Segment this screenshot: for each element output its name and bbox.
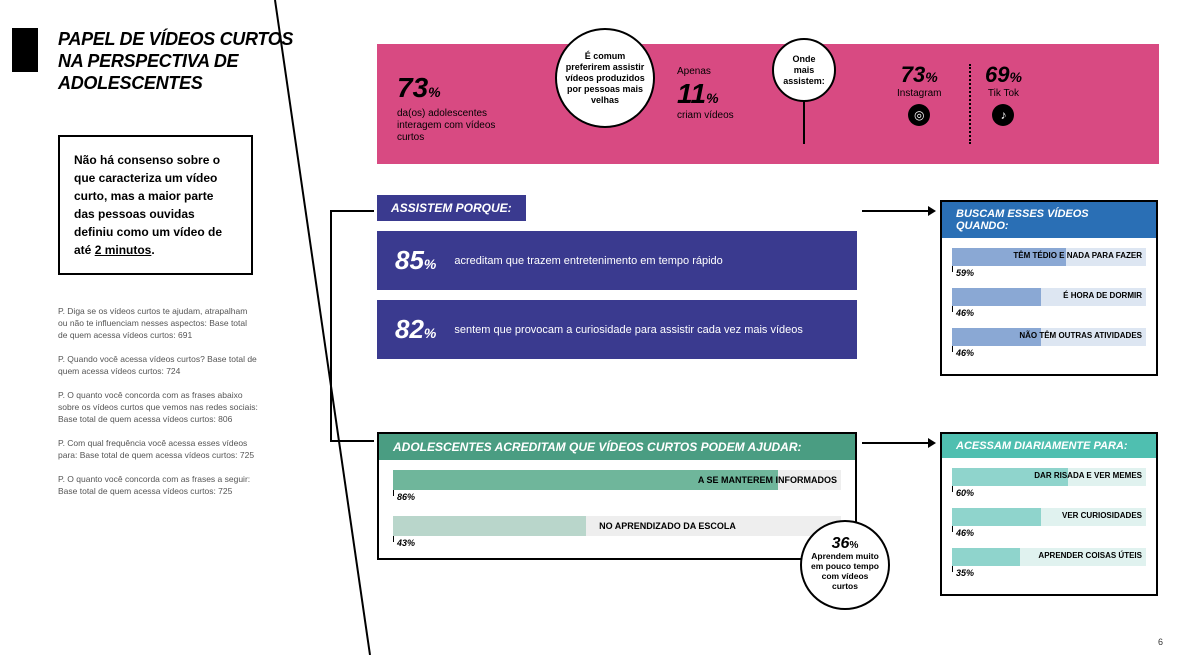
bar-row: 59% TÊM TÉDIO E NADA PARA FAZER xyxy=(952,248,1146,282)
bubble-where-watch: Onde mais assistem: xyxy=(772,38,836,102)
intro-box: Não há consenso sobre o que caracteriza … xyxy=(58,135,253,275)
footnote: P. Com qual frequência você acessa esses… xyxy=(58,437,258,461)
stat-11-text: criam vídeos xyxy=(677,110,734,122)
bar-text: A SE MANTEREM INFORMADOS xyxy=(698,475,837,485)
blue-header: BUSCAM ESSES VÍDEOS QUANDO: xyxy=(942,202,1156,238)
bubble-older-creators: É comum preferirem assistir vídeos produ… xyxy=(555,28,655,128)
pct-sign: % xyxy=(424,256,436,272)
bar-row: 86% A SE MANTEREM INFORMADOS xyxy=(393,470,841,498)
purple-85: 85 xyxy=(395,245,424,275)
teal-header: ACESSAM DIARIAMENTE PARA: xyxy=(942,434,1156,458)
stat-73: 73 xyxy=(397,72,428,103)
pct-sign: % xyxy=(424,325,436,341)
title-accent-bar xyxy=(12,28,38,72)
bubble-36-text: Aprendem muito em pouco tempo com vídeos… xyxy=(810,551,880,591)
bar-text: NO APRENDIZADO DA ESCOLA xyxy=(599,521,736,531)
bar-row: 46% VER CURIOSIDADES xyxy=(952,508,1146,542)
tiktok-label: Tik Tok xyxy=(985,88,1022,100)
purple-section: ASSISTEM PORQUE: 85% acreditam que traze… xyxy=(377,195,857,359)
footnote: P. Diga se os vídeos curtos te ajudam, a… xyxy=(58,305,258,341)
bar-label: 35% xyxy=(956,568,974,578)
pct-sign: % xyxy=(428,84,440,100)
arrow xyxy=(862,210,930,212)
bubble-36-num: 36 xyxy=(832,535,850,552)
bar-text: TÊM TÉDIO E NADA PARA FAZER xyxy=(1013,251,1142,260)
connector xyxy=(803,100,805,144)
purple-row: 85% acreditam que trazem entretenimento … xyxy=(377,231,857,290)
purple-82: 82 xyxy=(395,314,424,344)
footnote: P. O quanto você concorda com as frases … xyxy=(58,473,258,497)
instagram-icon: ◎ xyxy=(908,104,930,126)
pink-banner: 73% da(os) adolescentes interagem com ví… xyxy=(377,44,1159,164)
tiktok-pct: 69 xyxy=(985,62,1009,87)
arrow xyxy=(862,442,930,444)
purple-row: 82% sentem que provocam a curiosidade pa… xyxy=(377,300,857,359)
intro-pre: Não há consenso sobre o que caracteriza … xyxy=(74,153,222,257)
purple-header: ASSISTEM PORQUE: xyxy=(377,195,526,221)
bar-text: APRENDER COISAS ÚTEIS xyxy=(1038,551,1142,560)
footnote: P. Quando você acessa vídeos curtos? Bas… xyxy=(58,353,258,377)
teal-section: ACESSAM DIARIAMENTE PARA: 60% DAR RISADA… xyxy=(940,432,1158,596)
pct-sign: % xyxy=(1009,69,1021,85)
pct-sign: % xyxy=(925,69,937,85)
bar-label: 59% xyxy=(956,268,974,278)
bar-row: 35% APRENDER COISAS ÚTEIS xyxy=(952,548,1146,582)
bar-text: VER CURIOSIDADES xyxy=(1062,511,1142,520)
intro-highlight: 2 minutos xyxy=(95,243,152,257)
bar-text: DAR RISADA E VER MEMES xyxy=(1034,471,1142,480)
tiktok-icon: ♪ xyxy=(992,104,1014,126)
bar-label: 46% xyxy=(956,528,974,538)
bar-label: 60% xyxy=(956,488,974,498)
footnote: P. O quanto você concorda com as frases … xyxy=(58,389,258,425)
instagram-pct: 73 xyxy=(901,62,925,87)
stat-73-text: da(os) adolescentes interagem com vídeos… xyxy=(397,108,517,144)
page-title: PAPEL DE VÍDEOS CURTOS NA PERSPECTIVA DE… xyxy=(58,28,298,94)
bar-label: 86% xyxy=(397,492,415,502)
bar-text: É HORA DE DORMIR xyxy=(1063,291,1142,300)
connector xyxy=(330,210,332,442)
green-section: ADOLESCENTES ACREDITAM QUE VÍDEOS CURTOS… xyxy=(377,432,857,560)
intro-post: . xyxy=(151,243,154,257)
instagram-label: Instagram xyxy=(897,88,941,100)
bar-row: 46% NÃO TÊM OUTRAS ATIVIDADES xyxy=(952,328,1146,362)
bar-label: 46% xyxy=(956,348,974,358)
apenas-label: Apenas xyxy=(677,66,734,78)
bubble-36: 36% Aprendem muito em pouco tempo com ví… xyxy=(800,520,890,610)
purple-85-text: acreditam que trazem entretenimento em t… xyxy=(454,254,722,268)
bar-row: 60% DAR RISADA E VER MEMES xyxy=(952,468,1146,502)
bar-row: 43% NO APRENDIZADO DA ESCOLA xyxy=(393,516,841,544)
page-number: 6 xyxy=(1158,637,1163,647)
pct-sign: % xyxy=(706,90,718,106)
pct-sign: % xyxy=(849,540,858,551)
footnotes: P. Diga se os vídeos curtos te ajudam, a… xyxy=(58,305,258,509)
connector xyxy=(330,440,374,442)
stat-11: 11 xyxy=(677,78,706,109)
bar-label: 43% xyxy=(397,538,415,548)
bar-row: 46% É HORA DE DORMIR xyxy=(952,288,1146,322)
green-header: ADOLESCENTES ACREDITAM QUE VÍDEOS CURTOS… xyxy=(379,434,855,460)
connector xyxy=(330,210,374,212)
bar-label: 46% xyxy=(956,308,974,318)
purple-82-text: sentem que provocam a curiosidade para a… xyxy=(454,323,803,337)
blue-section: BUSCAM ESSES VÍDEOS QUANDO: 59% TÊM TÉDI… xyxy=(940,200,1158,376)
bar-text: NÃO TÊM OUTRAS ATIVIDADES xyxy=(1019,331,1142,340)
